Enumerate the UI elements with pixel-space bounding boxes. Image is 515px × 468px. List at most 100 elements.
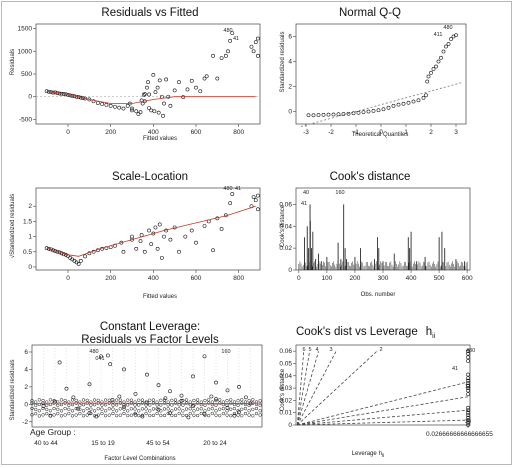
rvf-point <box>136 112 141 116</box>
cl-point <box>236 399 240 403</box>
sl-point <box>46 246 51 251</box>
cl-point <box>247 413 251 417</box>
cl-point <box>162 401 167 405</box>
qq-title: Normal Q-Q <box>339 7 401 19</box>
cl-point <box>168 411 172 415</box>
qq-ylabel: Standardized residuals <box>280 31 286 92</box>
cl-point <box>103 409 108 413</box>
cl-point <box>232 411 237 416</box>
cl-point <box>63 413 67 417</box>
rvf-point <box>211 53 215 58</box>
qq-point <box>371 108 376 113</box>
qq-point <box>431 67 436 71</box>
rvf-point <box>147 92 151 97</box>
cl-point <box>78 403 82 407</box>
cl-point <box>232 402 237 407</box>
rvf-point <box>152 109 157 114</box>
rvf-point <box>66 93 70 97</box>
rvf-point <box>140 101 145 106</box>
cl-point <box>209 394 214 399</box>
cl-point <box>133 391 138 396</box>
qq-point <box>454 33 458 38</box>
cl-point <box>144 407 148 411</box>
rvf-point <box>177 80 181 85</box>
cl-point <box>52 406 56 411</box>
rvf-point <box>113 104 117 109</box>
sl-point <box>121 249 126 254</box>
rvf-point <box>153 90 158 95</box>
cook-ytick-label: 0 <box>288 267 292 274</box>
cl-point <box>30 413 34 417</box>
cook-xtick-label: 0 <box>297 275 301 282</box>
cl-point <box>45 407 49 412</box>
cl-point <box>74 406 78 411</box>
cl-point <box>148 413 152 418</box>
cl-point <box>251 414 255 418</box>
rvf-point <box>100 102 105 106</box>
cdl-contour-line <box>296 351 319 426</box>
qq-point <box>401 101 406 106</box>
cl-point <box>214 413 218 417</box>
cdl-contour-3: 3 <box>329 347 332 353</box>
cl-point <box>81 414 86 418</box>
cl-point <box>110 398 115 402</box>
rvf-smooth-line <box>46 90 256 104</box>
rvf-point <box>185 87 190 92</box>
cl-point <box>184 413 189 418</box>
cook-xtick-label: 200 <box>350 275 361 282</box>
cl-point <box>45 411 49 416</box>
cl-point <box>210 411 214 416</box>
qq-xtick-label: -3 <box>303 129 309 136</box>
cl-point <box>64 386 69 391</box>
rvf-point <box>149 108 154 113</box>
cl-point <box>179 393 184 398</box>
qq-xtick-label: 2 <box>429 129 433 136</box>
cl-point <box>195 407 200 411</box>
rvf-ytick-label: 500 <box>21 71 32 78</box>
cl-point <box>192 413 196 417</box>
cl-point <box>118 413 122 417</box>
sl-point <box>189 228 194 233</box>
cl-point <box>247 409 251 413</box>
cl-point <box>137 403 141 407</box>
cl-point <box>243 406 248 411</box>
sl-point <box>151 231 156 236</box>
cdl-point <box>466 372 470 377</box>
cdl-point <box>466 410 470 415</box>
cl-point <box>81 398 86 402</box>
cl-point <box>133 407 137 411</box>
cl-point <box>107 407 111 411</box>
qq-point <box>341 112 346 116</box>
cl-point <box>67 403 71 407</box>
sl-ytick-label: 2 <box>28 203 32 210</box>
cdl-ytick-label: 0.03 <box>279 385 292 392</box>
cdl-contour-line <box>297 396 469 426</box>
cl-point <box>56 411 60 416</box>
cdl-point <box>466 392 470 397</box>
cl-point <box>163 396 168 401</box>
cl-point <box>258 409 262 413</box>
rvf-point <box>121 106 126 111</box>
cl-point <box>78 407 82 411</box>
cook-ylabel: Cook's distance <box>280 204 286 247</box>
rvf-point <box>138 110 143 115</box>
cl-point <box>144 411 148 416</box>
cl-point <box>114 409 119 413</box>
cl-point <box>70 409 75 413</box>
cl-point <box>210 407 214 411</box>
cl-point <box>30 406 34 411</box>
cl-point <box>214 380 218 385</box>
cdl-ytick-label: 0.01 <box>279 410 292 417</box>
cl-ytick-label: 2 <box>24 384 28 391</box>
cl-point <box>151 401 156 405</box>
cl-point <box>251 407 255 412</box>
cl-point <box>129 398 134 402</box>
cl-point <box>85 413 89 417</box>
cl-point <box>229 401 233 405</box>
sl-point <box>130 234 134 239</box>
qq-reference-line <box>300 82 462 127</box>
qq-xtick-label: -2 <box>328 129 334 136</box>
qq-point <box>396 102 401 107</box>
sl-plot-frame <box>35 187 261 271</box>
cl-point <box>41 413 45 417</box>
